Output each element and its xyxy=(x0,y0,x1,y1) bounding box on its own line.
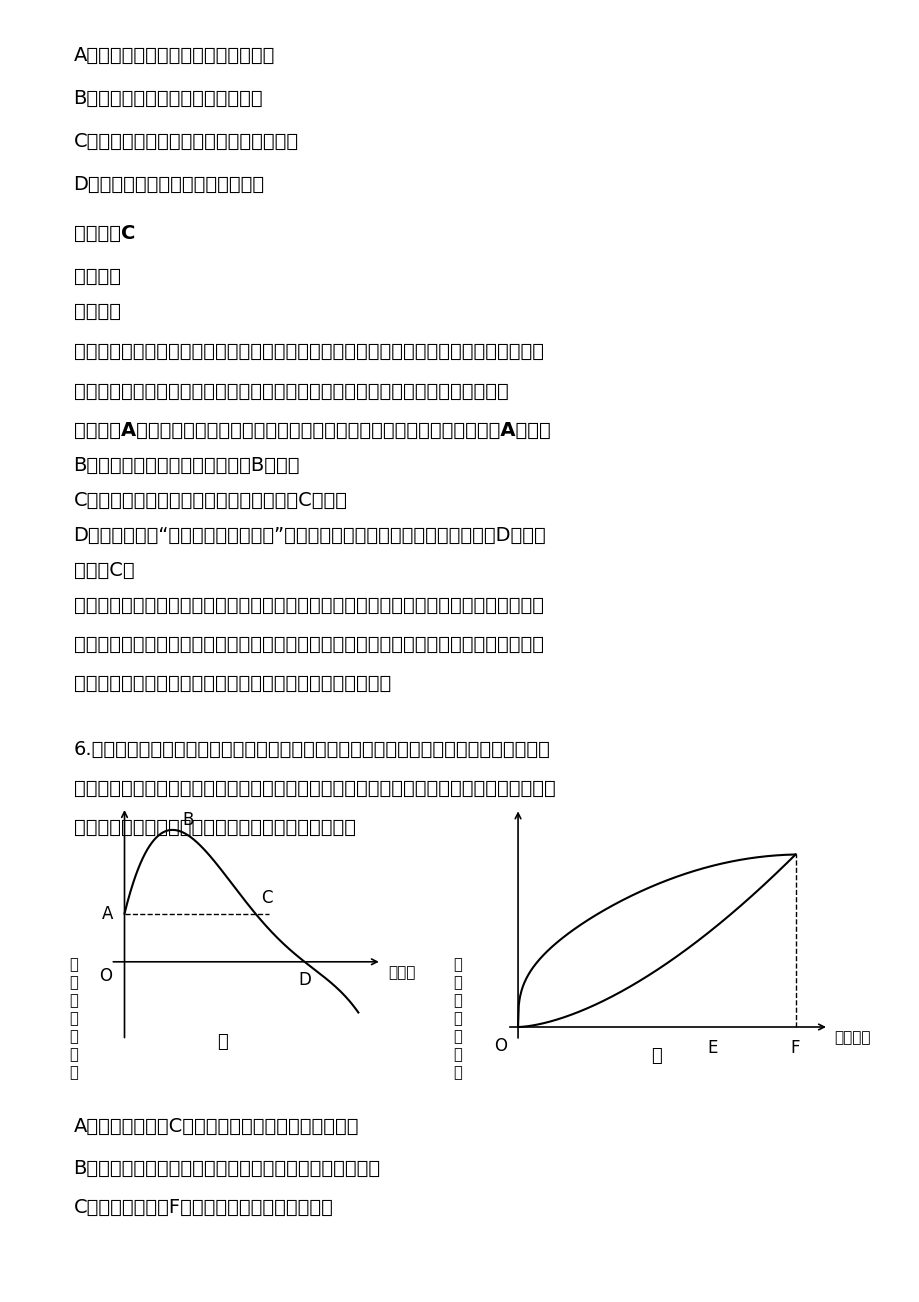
Text: A: A xyxy=(101,905,113,923)
Text: 【点睛】本题以图形为载体，考查种群、群落和生态系统的相关知识，意在考查考生的识图: 【点睛】本题以图形为载体，考查种群、群落和生态系统的相关知识，意在考查考生的识图 xyxy=(74,596,543,616)
Text: 【解析】: 【解析】 xyxy=(74,267,120,286)
Text: B．幼虫摄食改变了落叶松的丰富度: B．幼虫摄食改变了落叶松的丰富度 xyxy=(74,89,263,108)
Text: C．幼虫摄食对松针长度的影响具有滞后性: C．幼虫摄食对松针长度的影响具有滞后性 xyxy=(74,132,299,151)
Text: 【分析】: 【分析】 xyxy=(74,302,120,322)
Text: 载畜量: 载畜量 xyxy=(389,966,415,980)
Text: 生
殖
或
死
亡
数
量: 生 殖 或 死 亡 数 量 xyxy=(452,957,461,1079)
Text: 性．由于灰线小卷蛾幼虫活动能力弱、活动范围小，可利用样方法调查幼虫的密度。: 性．由于灰线小卷蛾幼虫活动能力弱、活动范围小，可利用样方法调查幼虫的密度。 xyxy=(74,381,508,401)
Text: E: E xyxy=(707,1039,717,1057)
Text: B、图中没有体现物种的丰富度，B错误；: B、图中没有体现物种的丰富度，B错误； xyxy=(74,456,300,475)
Text: D、根据题干中“某稳定的生态系统中”，可知该生态系统的自我调节能力很高，D错误．: D、根据题干中“某稳定的生态系统中”，可知该生态系统的自我调节能力很高，D错误． xyxy=(74,526,546,546)
Text: C、幼虫摄食对松针长度的影响具滞后性，C正确；: C、幼虫摄食对松针长度的影响具滞后性，C正确； xyxy=(74,491,347,510)
Text: 识，准确判断问题的能力，属于考纲识记和理解层次的考查。: 识，准确判断问题的能力，属于考纲识记和理解层次的考查。 xyxy=(74,674,391,694)
Text: B: B xyxy=(182,811,193,828)
Text: C．由图乙可知，F点时种群的年龄组成为衰退型: C．由图乙可知，F点时种群的年龄组成为衰退型 xyxy=(74,1198,333,1217)
Text: 种群数量: 种群数量 xyxy=(834,1030,870,1046)
Text: 的影响（净生产量即生产者光合作用制造的有机物总量与自身呼吸消耗量的差値）。图乙表示: 的影响（净生产量即生产者光合作用制造的有机物总量与自身呼吸消耗量的差値）。图乙表… xyxy=(74,779,555,798)
Text: A．可利用标志重捕法调查幼虫的密度: A．可利用标志重捕法调查幼虫的密度 xyxy=(74,46,275,65)
Text: 6.生态系统的一个重要特点是其常常趋向于稳态。图甲表示载畜量对草原中生产者净生产量: 6.生态系统的一个重要特点是其常常趋向于稳态。图甲表示载畜量对草原中生产者净生产… xyxy=(74,740,550,759)
Text: D: D xyxy=(298,971,311,988)
Text: F: F xyxy=(790,1039,800,1057)
Text: 甲: 甲 xyxy=(217,1032,228,1051)
Text: 生
产
者
净
生
产
量: 生 产 者 净 生 产 量 xyxy=(69,957,78,1079)
Text: O: O xyxy=(494,1038,506,1056)
Text: A．由图甲可知，C点以后生态系统的稳态将受到破坏: A．由图甲可知，C点以后生态系统的稳态将受到破坏 xyxy=(74,1117,358,1137)
Text: 乙: 乙 xyxy=(651,1047,662,1065)
Text: 能力和理解所学知识要点，把握知识间内在联系，形成知识网络结构的能力；能运用所学知: 能力和理解所学知识要点，把握知识间内在联系，形成知识网络结构的能力；能运用所学知 xyxy=(74,635,543,655)
Text: 【答案】C: 【答案】C xyxy=(74,224,135,243)
Text: 故选：C。: 故选：C。 xyxy=(74,561,134,581)
Text: O: O xyxy=(98,967,111,984)
Text: 【详解】A、活动能力弱、活动范围小的动物如幼虫的密度，可利用样方法调查，A错误；: 【详解】A、活动能力弱、活动范围小的动物如幼虫的密度，可利用样方法调查，A错误； xyxy=(74,421,550,440)
Text: 出生或死亡数量与种群数量的关系。下列说法错误的是: 出生或死亡数量与种群数量的关系。下列说法错误的是 xyxy=(74,818,356,837)
Text: 从图中分析可知，幼虫密度和松针长度都呈周期性波动，幼虫摄食对松针长度的影响具滞后: 从图中分析可知，幼虫密度和松针长度都呈周期性波动，幼虫摄食对松针长度的影响具滞后 xyxy=(74,342,543,362)
Text: C: C xyxy=(261,889,273,907)
Text: B．由图甲可知，适量的放牧不会破坏草原生态系统的稳态: B．由图甲可知，适量的放牧不会破坏草原生态系统的稳态 xyxy=(74,1159,380,1178)
Text: D．该生态系统的自我调节能力很低: D．该生态系统的自我调节能力很低 xyxy=(74,174,265,194)
